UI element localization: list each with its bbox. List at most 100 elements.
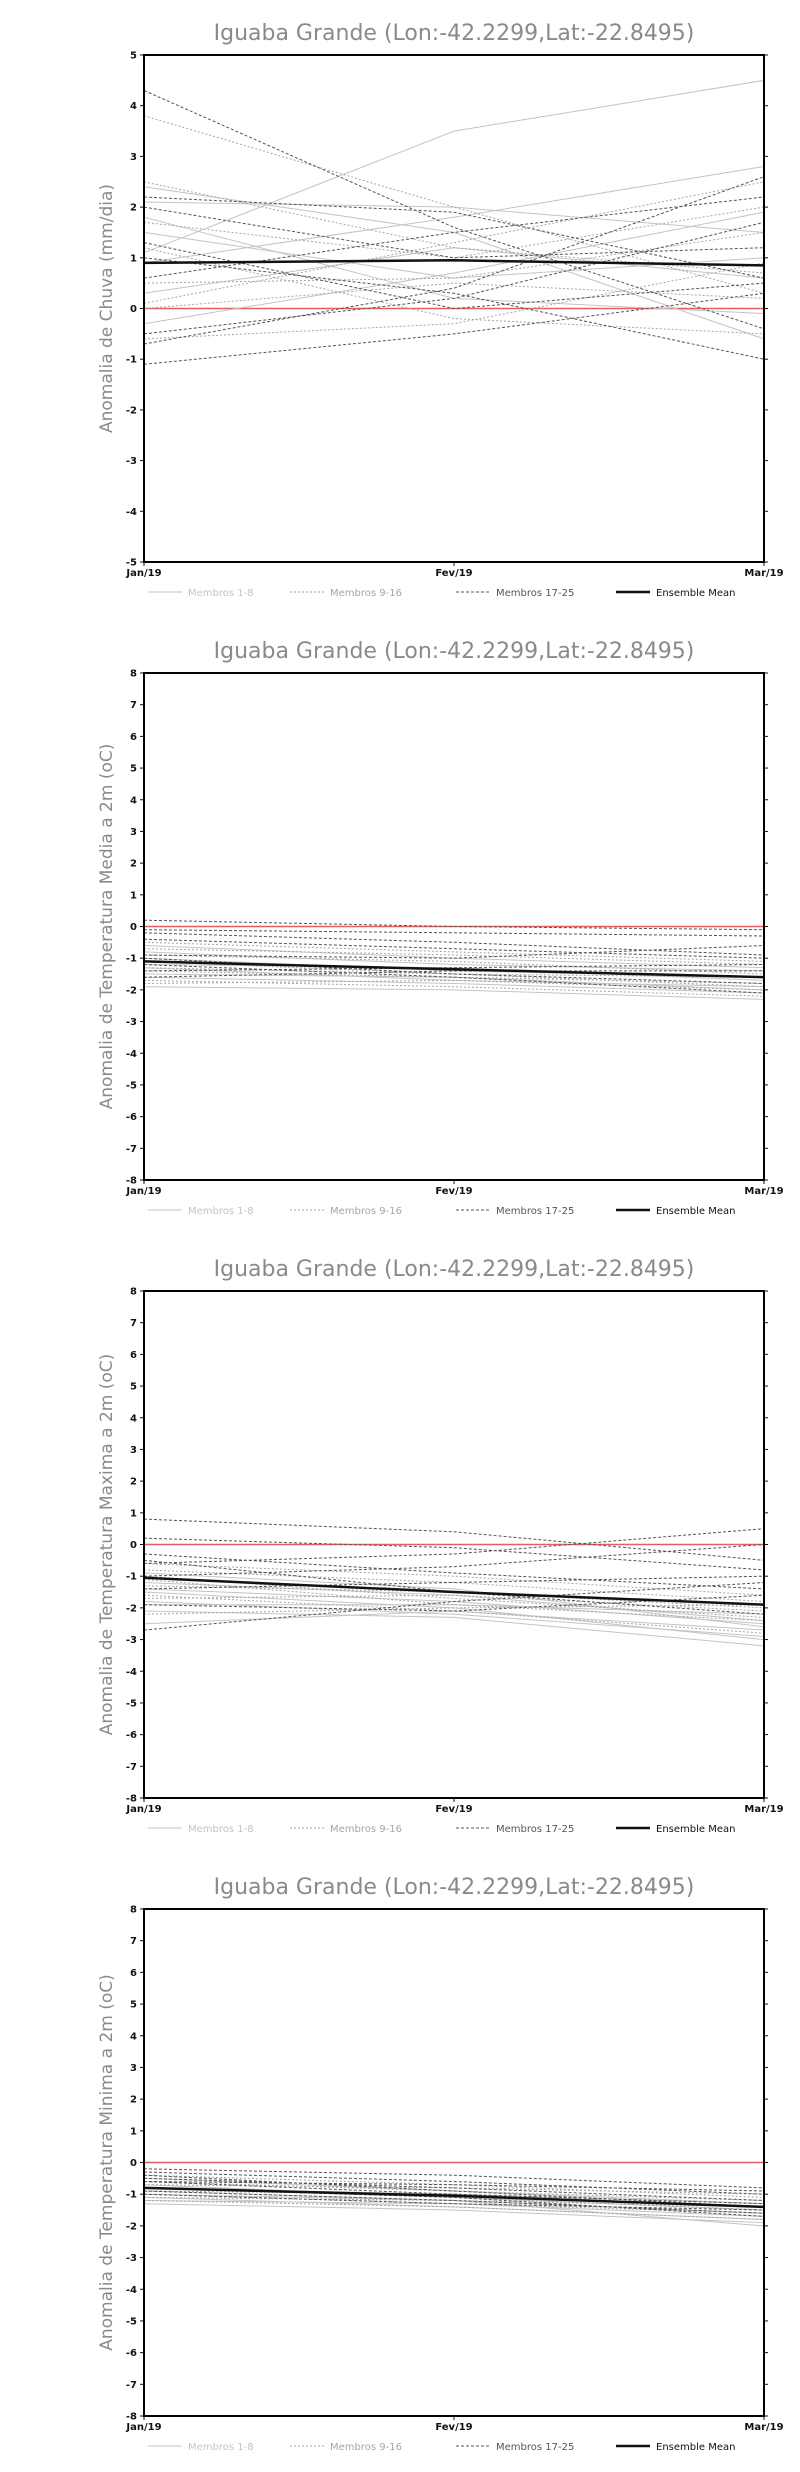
- y-tick-label: -1: [126, 1572, 137, 1583]
- member-series-line: [143, 986, 765, 1000]
- y-tick-label: -6: [126, 2348, 137, 2359]
- y-tick-label: -6: [126, 1730, 137, 1741]
- member-series-line: [143, 196, 765, 279]
- y-tick-label: 4: [130, 1413, 137, 1424]
- y-tick-label: 6: [130, 732, 137, 743]
- member-series-line: [143, 941, 765, 962]
- member-series-line: [143, 1544, 765, 1577]
- y-tick-label: -1: [126, 355, 137, 366]
- chart-title: Iguaba Grande (Lon:-42.2299,Lat:-22.8495…: [214, 1257, 695, 1282]
- legend-label: Membros 1-8: [188, 2442, 254, 2453]
- y-tick-label: 4: [130, 2031, 137, 2042]
- member-series-line: [143, 2190, 765, 2214]
- member-series-line: [143, 181, 765, 304]
- member-series-line: [143, 979, 765, 997]
- plot-area-frame: [143, 1908, 765, 2417]
- plot-area-frame: [143, 1290, 765, 1799]
- y-tick-label: 1: [130, 2126, 137, 2137]
- x-tick-label: Fev/19: [435, 1186, 472, 1197]
- member-series-line: [143, 2177, 765, 2201]
- member-series-line: [143, 262, 765, 340]
- legend-label: Ensemble Mean: [656, 588, 735, 599]
- y-tick-label: -4: [126, 1667, 137, 1678]
- y-tick-label: -5: [126, 2316, 137, 2327]
- y-tick-label: 6: [130, 1968, 137, 1979]
- member-series-line: [143, 166, 765, 264]
- member-series-line: [143, 282, 765, 309]
- legend-label: Membros 9-16: [330, 1824, 402, 1835]
- x-tick-label: Fev/19: [435, 2422, 472, 2433]
- x-tick-label: Mar/19: [744, 1804, 783, 1815]
- x-tick-label: Mar/19: [744, 2422, 783, 2433]
- member-series-line: [143, 211, 765, 325]
- member-series-line: [143, 2174, 765, 2208]
- y-tick-label: -8: [126, 1176, 137, 1187]
- member-series-line: [143, 948, 765, 965]
- member-series-line: [143, 1585, 765, 1609]
- y-tick-label: 3: [130, 827, 137, 838]
- member-series-line: [143, 970, 764, 978]
- plot-area-frame: [143, 54, 765, 563]
- member-series-line: [143, 957, 765, 984]
- y-tick-label: -4: [126, 2285, 137, 2296]
- member-series-line: [143, 945, 765, 959]
- y-tick-label: 0: [130, 922, 137, 933]
- x-tick-label: Mar/19: [744, 1186, 783, 1197]
- member-series-line: [143, 960, 765, 978]
- y-tick-label: 3: [130, 2063, 137, 2074]
- member-series-line: [143, 1601, 765, 1637]
- member-series-line: [143, 1575, 765, 1618]
- y-tick-label: -5: [126, 1698, 137, 1709]
- member-series-line: [143, 1575, 765, 1590]
- y-axis-label: Anomalia de Temperatura Media a 2m (oC): [97, 744, 117, 1110]
- chart-title: Iguaba Grande (Lon:-42.2299,Lat:-22.8495…: [214, 1875, 695, 1900]
- member-series-line: [143, 1578, 765, 1622]
- y-tick-label: -8: [126, 1794, 137, 1805]
- legend-label: Membros 9-16: [330, 588, 402, 599]
- member-series-line: [143, 951, 765, 972]
- y-tick-label: -2: [126, 2221, 137, 2232]
- y-tick-label: 2: [130, 859, 137, 870]
- member-series-line: [143, 2203, 765, 2224]
- member-series-line: [143, 247, 765, 294]
- member-series-line: [143, 979, 765, 991]
- member-series-line: [143, 247, 765, 335]
- y-tick-label: 8: [130, 669, 137, 680]
- member-series-line: [143, 1588, 765, 1625]
- y-tick-label: -7: [126, 1762, 137, 1773]
- member-series-line: [143, 964, 765, 972]
- y-tick-label: 1: [130, 1508, 137, 1519]
- y-tick-label: -2: [126, 985, 137, 996]
- member-series-line: [143, 1594, 765, 1612]
- x-tick-label: Jan/19: [125, 2422, 161, 2433]
- ensemble-mean-line: [143, 960, 765, 979]
- member-series-line: [143, 967, 765, 988]
- member-series-line: [143, 206, 765, 259]
- legend-label: Membros 17-25: [496, 588, 574, 599]
- x-tick-label: Mar/19: [744, 568, 783, 579]
- member-series-line: [143, 2184, 765, 2195]
- member-series-line: [143, 2181, 765, 2192]
- legend-label: Ensemble Mean: [656, 1824, 735, 1835]
- chart-panel-4: Iguaba Grande (Lon:-42.2299,Lat:-22.8495…: [97, 1875, 784, 2453]
- ensemble-mean-line: [143, 2186, 765, 2209]
- member-series-line: [143, 231, 765, 279]
- member-series-line: [143, 929, 765, 937]
- y-tick-label: -4: [126, 1049, 137, 1060]
- y-tick-label: -3: [126, 1635, 137, 1646]
- y-tick-label: -1: [126, 2190, 137, 2201]
- legend-label: Membros 9-16: [330, 2442, 402, 2453]
- member-series-line: [143, 2171, 765, 2195]
- y-tick-label: -7: [126, 2380, 137, 2391]
- member-series-line: [143, 2181, 765, 2205]
- legend-label: Membros 1-8: [188, 1824, 254, 1835]
- legend-label: Membros 17-25: [496, 1824, 574, 1835]
- x-tick-label: Fev/19: [435, 1804, 472, 1815]
- member-series-line: [143, 2193, 765, 2211]
- member-series-line: [143, 964, 765, 994]
- member-series-line: [143, 1591, 765, 1641]
- y-tick-label: 4: [130, 101, 137, 112]
- y-axis-label: Anomalia de Chuva (mm/dia): [97, 184, 117, 433]
- y-tick-label: 5: [130, 51, 137, 62]
